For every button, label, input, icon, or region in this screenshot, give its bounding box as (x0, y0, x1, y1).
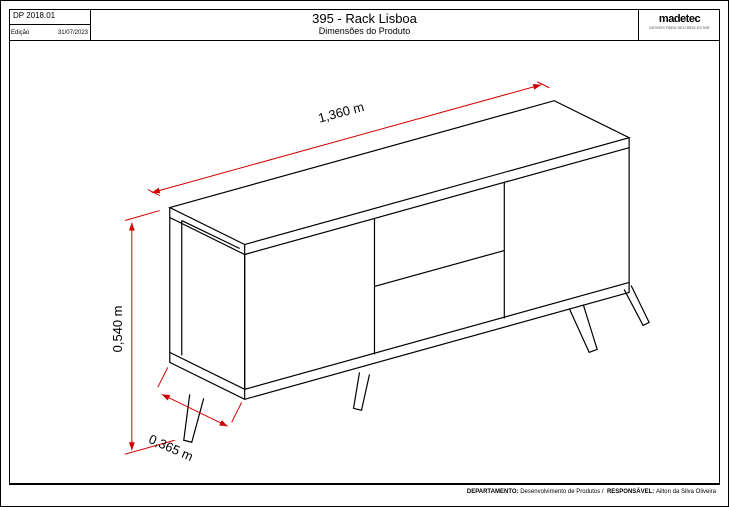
footer-resp-label: RESPONSÁVEL: (607, 489, 654, 495)
titleblock-right: madetec MÓVEIS PARA SEU BEM ESTAR (638, 9, 720, 41)
doc-code: DP 2018.01 (9, 9, 90, 25)
titleblock-center: 395 - Rack Lisboa Dimensões do Produto (91, 9, 638, 41)
title-main: 395 - Rack Lisboa (91, 11, 638, 26)
dim-depth: 0,365 m (147, 431, 196, 464)
footer-dept-label: DEPARTAMENTO: (467, 489, 519, 495)
edition-date: 31/07/2023 (41, 25, 90, 40)
footer-dept-value: Desenvolvimento de Produtos / (520, 489, 603, 495)
edition-label: Edição (9, 25, 41, 40)
footer: DEPARTAMENTO: Desenvolvimento de Produto… (9, 484, 720, 498)
isometric-drawing: 1,360 m 0,540 m 0,365 m (10, 42, 719, 483)
dim-length: 1,360 m (316, 99, 365, 126)
footer-resp-value: Ailton da Silva Oliveira (656, 489, 716, 495)
dim-height: 0,540 m (110, 305, 125, 352)
brand-tagline: MÓVEIS PARA SEU BEM ESTAR (639, 25, 720, 30)
titleblock-left: DP 2018.01 Edição 31/07/2023 (9, 9, 91, 41)
title-sub: Dimensões do Produto (91, 26, 638, 36)
brand-logo: madetec (639, 13, 720, 25)
